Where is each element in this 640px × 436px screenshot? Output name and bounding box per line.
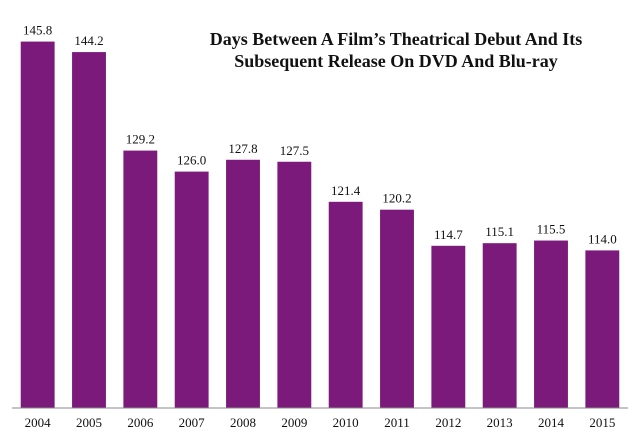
bars — [20, 41, 620, 409]
data-label-2013: 115.1 — [485, 224, 514, 239]
data-label-2010: 121.4 — [331, 183, 361, 198]
x-axis-tick-labels: 2004 2005 2006 2007 2008 2009 2010 2011 2012 2013… — [25, 415, 616, 430]
bar-2004 — [20, 41, 55, 408]
x-tick-label-2012: 2012 — [435, 415, 461, 430]
x-tick-label-2015: 2015 — [589, 415, 615, 430]
data-label-2011: 120.2 — [382, 191, 411, 206]
bar-2008 — [226, 159, 260, 408]
bar-2006 — [123, 150, 158, 408]
data-label-2007: 126.0 — [177, 153, 206, 168]
bar-2009 — [277, 161, 312, 408]
chart-title-line-2: Subsequent Release On DVD And Blu-ray — [234, 51, 558, 71]
data-label-2015: 114.0 — [588, 231, 617, 246]
bar-2007 — [174, 171, 209, 408]
data-label-2008: 127.8 — [228, 141, 257, 156]
data-label-2012: 114.7 — [434, 227, 463, 242]
x-tick-label-2008: 2008 — [230, 415, 256, 430]
x-tick-label-2005: 2005 — [76, 415, 102, 430]
chart-title-line-1: Days Between A Film’s Theatrical Debut A… — [210, 29, 583, 49]
data-label-2006: 129.2 — [126, 132, 155, 147]
bar-2014 — [534, 240, 568, 408]
x-tick-label-2010: 2010 — [333, 415, 359, 430]
x-tick-label-2011: 2011 — [384, 415, 410, 430]
data-label-2005: 144.2 — [74, 33, 103, 48]
x-tick-label-2004: 2004 — [25, 415, 52, 430]
data-labels: 145.8 144.2 129.2 126.0 127.8 127.5 121.4 120.2… — [23, 23, 617, 247]
bar-2011 — [380, 209, 414, 408]
x-tick-label-2013: 2013 — [487, 415, 513, 430]
data-label-2014: 115.5 — [537, 222, 566, 237]
bar-2012 — [431, 245, 466, 408]
bar-2013 — [482, 243, 517, 408]
bar-2005 — [72, 52, 106, 409]
chart-title: Days Between A Film’s Theatrical Debut A… — [210, 29, 583, 71]
x-tick-label-2014: 2014 — [538, 415, 565, 430]
data-label-2004: 145.8 — [23, 23, 52, 38]
bar-2010 — [328, 201, 363, 408]
bar-2015 — [585, 250, 620, 408]
x-tick-label-2007: 2007 — [179, 415, 206, 430]
x-tick-label-2006: 2006 — [127, 415, 154, 430]
data-label-2009: 127.5 — [280, 143, 309, 158]
x-tick-label-2009: 2009 — [281, 415, 307, 430]
